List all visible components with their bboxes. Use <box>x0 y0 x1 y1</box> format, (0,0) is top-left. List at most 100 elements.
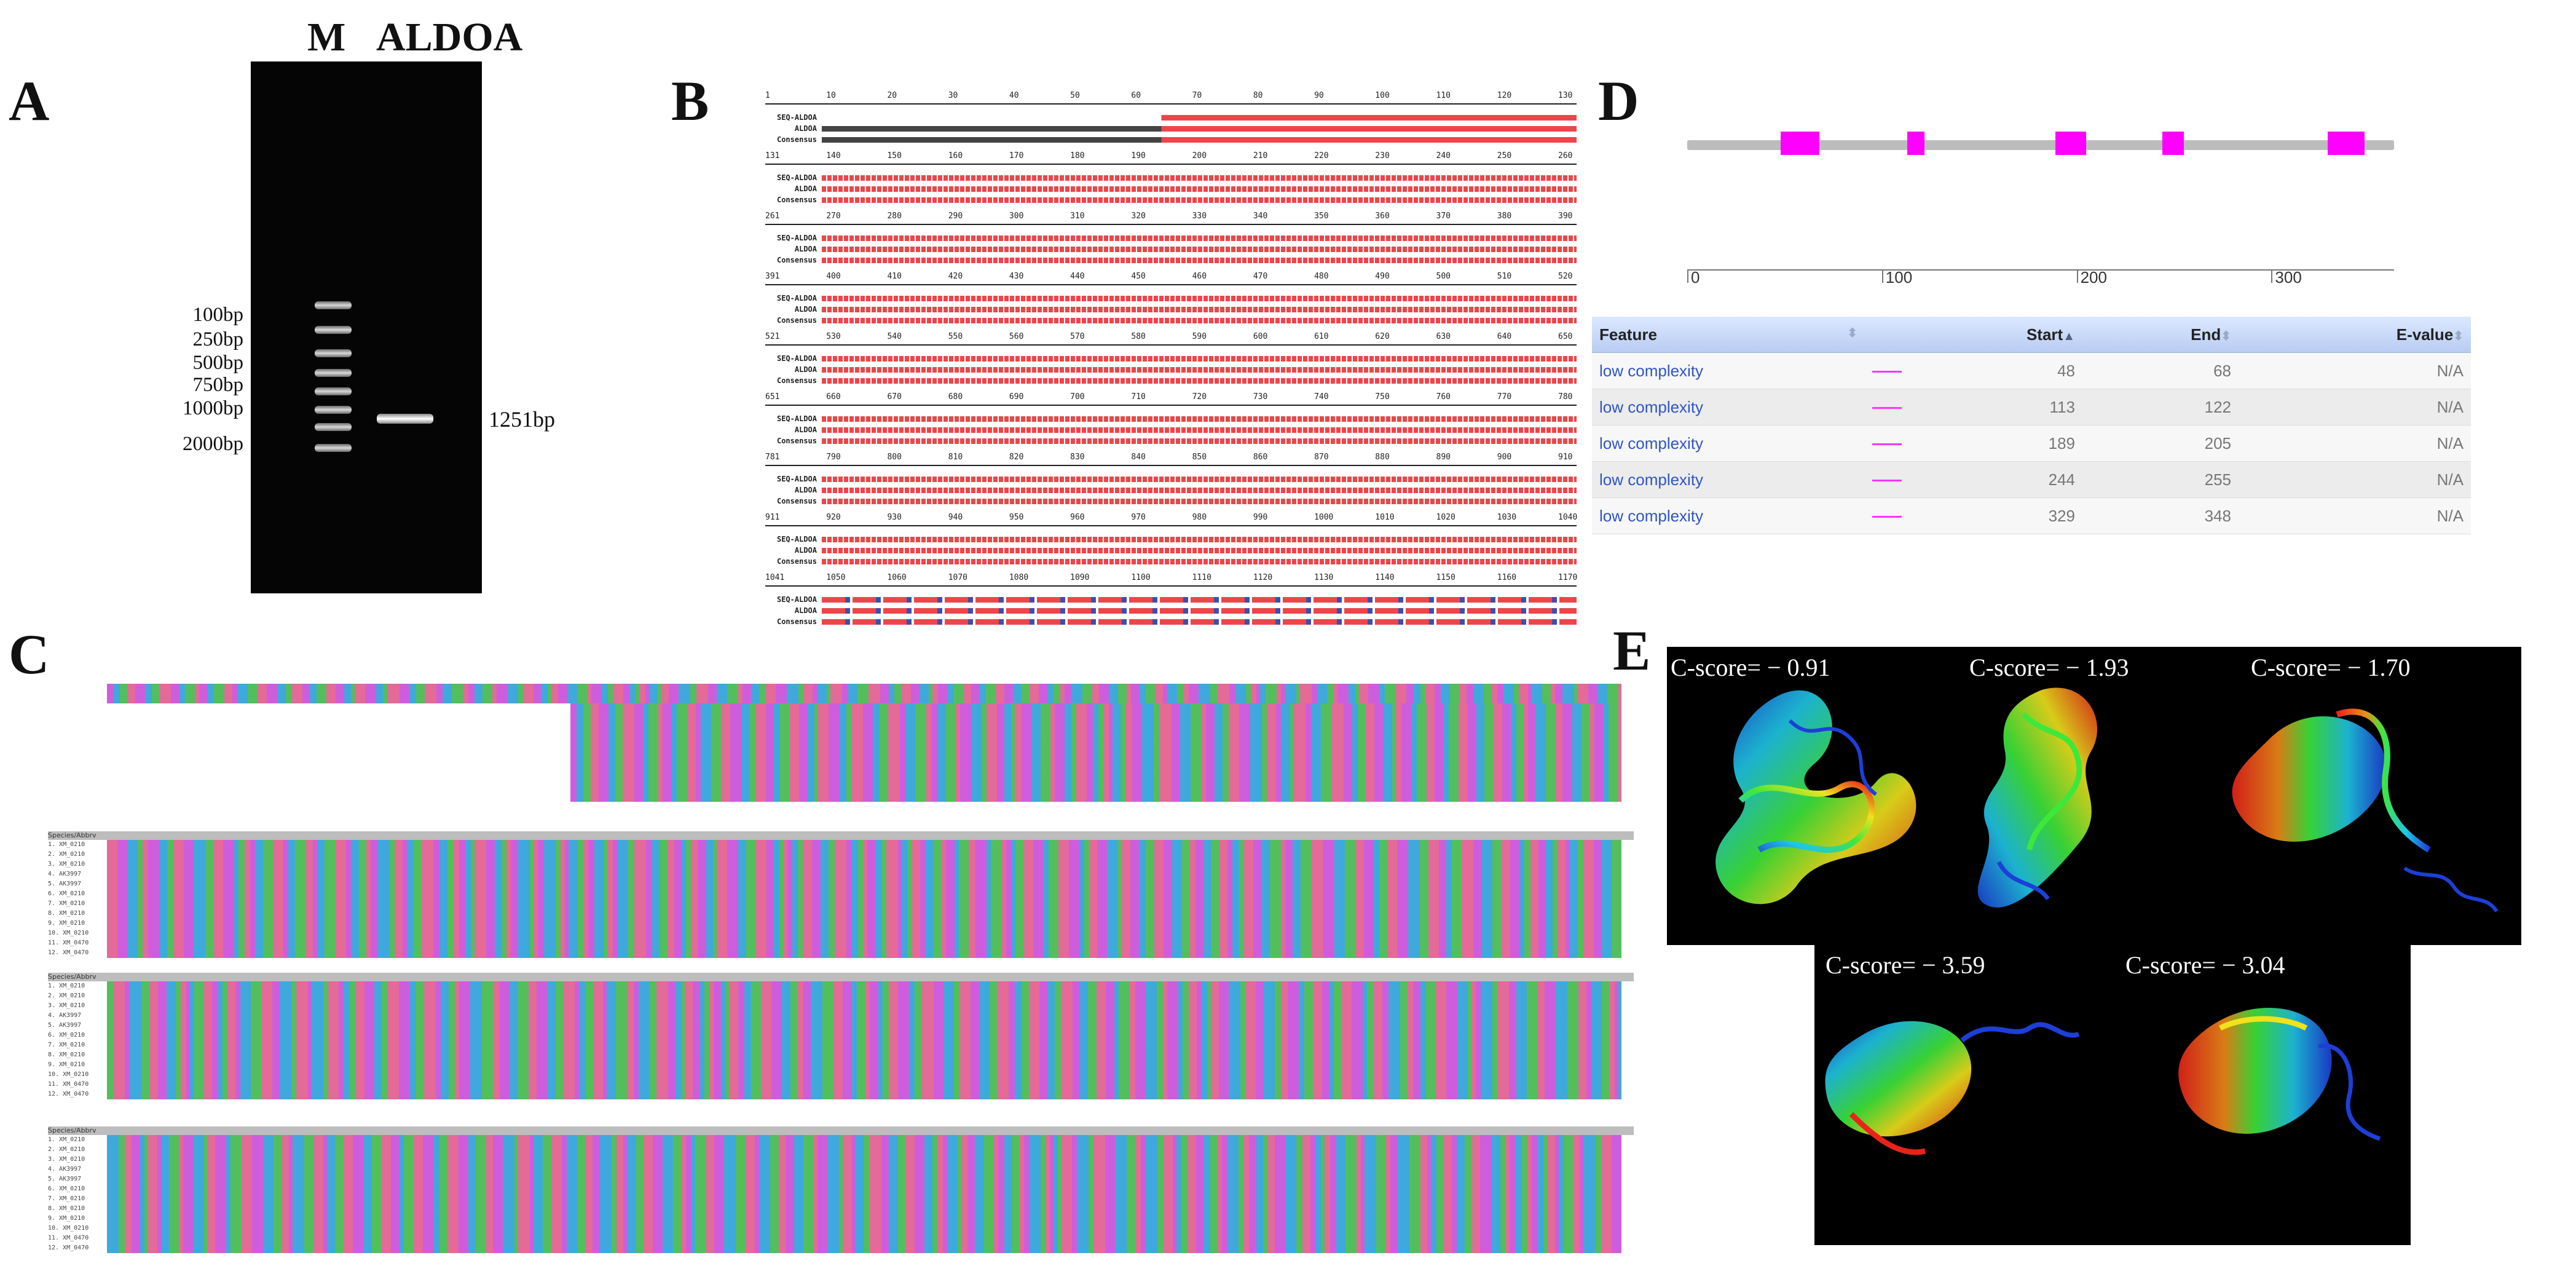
feature-swatch <box>1872 443 1902 446</box>
col-evalue[interactable]: E-value⬍ <box>2239 317 2471 353</box>
sequence-name: SEQ-ALDOA <box>776 234 817 242</box>
position-tick: 470 <box>1253 272 1268 281</box>
position-tick: 160 <box>948 151 963 160</box>
position-tick: 910 <box>1558 453 1573 462</box>
position-tick: 810 <box>948 453 963 462</box>
feature-link[interactable]: low complexity <box>1599 397 1704 416</box>
msa-block: Species/Abbrv 1. XM_0210 2. XM_0210 3. XM_0… <box>48 1126 1634 1253</box>
axis-tick <box>2076 269 2078 283</box>
position-tick: 480 <box>1314 272 1329 281</box>
feature-row: low complexity 113 122 N/A <box>1592 389 2471 425</box>
alignment-block: 781 790 800 810 820 830 840 850 860 870 880 890 900 9… <box>765 453 1577 513</box>
position-tick: 460 <box>1192 272 1207 281</box>
position-tick: 330 <box>1192 212 1207 221</box>
ladder-label: 500bp <box>192 352 244 374</box>
evalue-value: N/A <box>2239 389 2471 425</box>
panel-d-domains: 0 100 200 300 Feature ⬍ Start▲ End⬍ E-value… <box>1592 117 2471 547</box>
ladder-band <box>315 369 352 377</box>
alignment-row: ALDOA <box>765 183 1577 194</box>
position-scale: 651 660 670 680 690 700 710 720 730 740 750 760 770 7… <box>765 392 1577 405</box>
ladder-label: 750bp <box>192 374 244 396</box>
position-tick: 850 <box>1192 453 1207 462</box>
end-value: 122 <box>2082 389 2239 425</box>
sequence-name: Consensus <box>776 135 817 144</box>
position-scale: 131 140 150 160 170 180 190 200 210 220 230 240 250 2… <box>765 151 1577 164</box>
position-tick: 1050 <box>826 573 846 582</box>
species-id: 5. AK3997 <box>48 1022 82 1029</box>
position-tick: 700 <box>1070 392 1085 402</box>
position-tick: 670 <box>887 392 902 402</box>
domain-box[interactable] <box>2162 132 2184 155</box>
feature-row: low complexity 189 205 N/A <box>1592 425 2471 462</box>
ladder-label: 1000bp <box>183 397 243 419</box>
sequence-residues <box>822 378 1577 384</box>
cscore-label-4: C-score= − 3.59 <box>1826 951 1985 979</box>
feature-link[interactable]: low complexity <box>1599 361 1704 380</box>
feature-swatch-cell: 48 <box>1865 352 2082 389</box>
position-tick: 911 <box>765 513 780 522</box>
col-end[interactable]: End⬍ <box>2082 317 2239 353</box>
msa-row <box>107 1184 1621 1194</box>
ruler-line <box>765 585 1577 592</box>
col-feature[interactable]: Feature ⬍ <box>1592 317 1865 353</box>
position-tick: 1030 <box>1497 513 1517 522</box>
position-tick: 560 <box>1009 332 1024 341</box>
feature-link[interactable]: low complexity <box>1599 506 1704 525</box>
alignment-row: SEQ-ALDOA <box>765 534 1577 545</box>
position-tick: 50 <box>1070 91 1080 100</box>
domain-box[interactable] <box>2328 132 2365 155</box>
axis-tick-label: 0 <box>1691 268 1700 287</box>
sequence-name: SEQ-ALDOA <box>776 354 817 363</box>
evalue-value: N/A <box>2239 425 2471 462</box>
species-names: 1. XM_0210 2. XM_0210 3. XM_0210 4. AK3997 5… <box>48 1135 104 1253</box>
col-start[interactable]: Start▲ <box>1865 317 2082 353</box>
sequence-name: SEQ-ALDOA <box>776 173 817 182</box>
domain-box[interactable] <box>2055 132 2087 155</box>
position-tick: 170 <box>1009 151 1024 160</box>
species-id: 3. XM_0210 <box>48 1156 85 1163</box>
msa-row <box>107 879 1621 889</box>
species-header: Species/Abbrv <box>48 1126 1634 1135</box>
alignment-row: ALDOA <box>765 243 1577 255</box>
position-tick: 380 <box>1497 212 1512 221</box>
position-tick: 410 <box>887 272 902 281</box>
species-id: 1. XM_0210 <box>48 983 85 989</box>
lane-label-aldoa: ALDOA <box>376 15 523 60</box>
sequence-name: Consensus <box>776 497 817 505</box>
species-id: 10. XM_0210 <box>48 1071 89 1078</box>
domain-box[interactable] <box>1907 132 1925 155</box>
sequence-name: Consensus <box>776 196 817 204</box>
position-scale: 521 530 540 550 560 570 580 590 600 610 620 630 640 6… <box>765 332 1577 344</box>
msa-row <box>107 991 1621 1001</box>
msa-row <box>570 703 1621 713</box>
msa-row <box>107 1050 1621 1060</box>
cscore-label-5: C-score= − 3.04 <box>2125 951 2285 979</box>
position-tick: 360 <box>1375 212 1390 221</box>
msa-row <box>570 792 1621 802</box>
gel-image <box>251 61 482 593</box>
position-tick: 800 <box>887 453 902 462</box>
feature-link[interactable]: low complexity <box>1599 433 1704 453</box>
species-id: 6. XM_0210 <box>48 1032 85 1039</box>
msa-block: Species/Abbrv 1. XM_0210 2. XM_0210 3. XM_0… <box>48 831 1634 958</box>
position-tick: 860 <box>1253 453 1268 462</box>
structure-model-5 <box>2178 1008 2381 1141</box>
alignment-row: Consensus <box>765 194 1577 205</box>
msa-row <box>107 1145 1621 1155</box>
alignment-row: ALDOA <box>765 605 1577 616</box>
sequence-residues <box>822 416 1577 422</box>
sequence-residues <box>822 235 1577 241</box>
ladder-band <box>315 423 352 431</box>
position-tick: 220 <box>1314 151 1329 160</box>
domain-box[interactable] <box>1781 132 1820 155</box>
position-tick: 10 <box>826 91 836 100</box>
aldoa-band <box>377 414 433 424</box>
sequence-residues <box>822 186 1577 192</box>
ladder-label: 2000bp <box>183 433 243 455</box>
feature-link[interactable]: low complexity <box>1599 470 1704 489</box>
position-tick: 690 <box>1009 392 1024 402</box>
position-tick: 100 <box>1375 91 1390 100</box>
msa-row <box>107 948 1621 958</box>
msa-row <box>107 909 1621 919</box>
position-tick: 820 <box>1009 453 1024 462</box>
